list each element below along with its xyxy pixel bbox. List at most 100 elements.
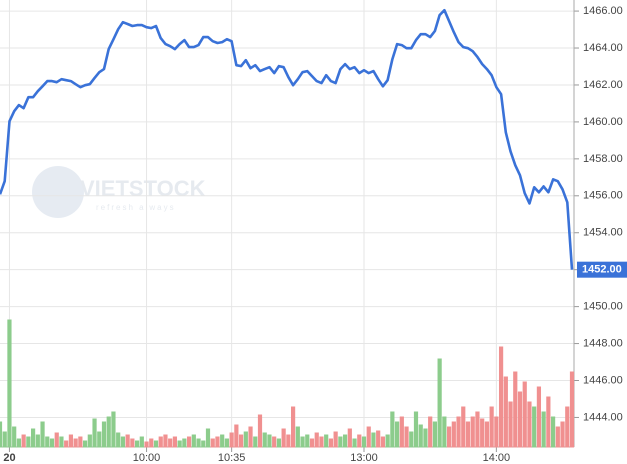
- volume-bar: [409, 431, 414, 448]
- volume-bar: [550, 416, 556, 448]
- volume-bar: [342, 434, 348, 448]
- volume-bar: [536, 386, 542, 448]
- y-tick-label: 1446.00: [583, 374, 623, 386]
- volume-bar: [73, 438, 78, 448]
- y-tick-label: 1448.00: [583, 337, 623, 349]
- x-tick-label: 20: [3, 452, 15, 464]
- y-tick-label: 1444.00: [583, 411, 623, 423]
- volume-bar: [201, 440, 206, 448]
- volume-bar: [569, 371, 575, 448]
- volume-bar: [555, 426, 560, 448]
- volume-bar: [168, 438, 173, 448]
- volume-bar: [480, 418, 485, 448]
- volume-bar: [97, 431, 102, 448]
- volume-bar: [295, 426, 300, 448]
- volume-bar: [314, 432, 319, 448]
- volume-bar: [470, 416, 475, 448]
- volume-bar: [347, 428, 352, 448]
- volume-bar: [0, 421, 3, 448]
- last-price-box: [577, 261, 627, 278]
- volume-bar: [257, 414, 263, 448]
- volume-bar: [267, 434, 272, 448]
- volume-bar: [272, 436, 277, 448]
- volume-bar: [328, 438, 334, 448]
- volume-bar: [78, 436, 83, 448]
- price-line: [0, 8, 574, 270]
- volume-bar: [172, 436, 178, 448]
- volume-bar: [64, 440, 69, 448]
- volume-bar: [158, 436, 163, 448]
- volume-bar: [390, 411, 395, 448]
- volume-bar: [319, 436, 324, 448]
- volume-bar: [82, 440, 88, 448]
- volume-bar: [309, 438, 315, 448]
- watermark-logo: [32, 166, 84, 218]
- volume-bar: [134, 440, 140, 448]
- x-tick-label: 10:35: [218, 452, 246, 464]
- volume-bar: [49, 438, 55, 448]
- x-tick-label: 10:00: [133, 452, 161, 464]
- y-tick-label: 1450.00: [583, 301, 623, 313]
- volume-bar: [196, 438, 201, 448]
- volume-bar: [68, 434, 74, 448]
- y-tick-label: 1458.00: [583, 153, 623, 165]
- volume-bar: [205, 428, 211, 448]
- volume-bar: [380, 436, 386, 448]
- volume-bar: [465, 421, 471, 448]
- volume-bar: [21, 434, 26, 448]
- volume-bar: [220, 434, 225, 448]
- volume-bar: [87, 434, 92, 448]
- volume-bar: [371, 432, 376, 448]
- volume-bar: [224, 438, 230, 448]
- volume-bar: [92, 418, 97, 448]
- volume-bar: [446, 426, 452, 448]
- volume-bar: [276, 438, 282, 448]
- volume-bar: [229, 432, 234, 448]
- volume-bar: [153, 440, 159, 448]
- volume-bar: [522, 381, 527, 448]
- volume-bar: [262, 432, 267, 448]
- volume-bar: [7, 319, 12, 448]
- volume-bar: [59, 436, 64, 448]
- volume-bar: [565, 406, 570, 448]
- y-tick-label: 1466.00: [583, 5, 623, 17]
- volume-bar: [215, 436, 220, 448]
- volume-bar: [163, 434, 168, 448]
- volume-bar: [508, 401, 513, 448]
- volume-bar: [125, 434, 130, 448]
- volume-bar: [338, 436, 343, 448]
- volume-bar: [300, 436, 305, 448]
- volume-bar: [35, 434, 40, 448]
- volume-bar: [399, 416, 404, 448]
- volume-bar: [177, 440, 182, 448]
- volume-bar: [106, 416, 111, 448]
- volume-bar: [442, 416, 447, 448]
- x-tick-label: 13:00: [350, 452, 378, 464]
- volume-bar: [111, 411, 116, 448]
- volume-bar: [461, 406, 466, 448]
- volume-bar: [404, 426, 409, 448]
- volume-bar: [281, 428, 286, 448]
- volume-bar: [45, 436, 50, 448]
- volume-bar: [527, 401, 532, 448]
- volume-bar: [366, 426, 371, 448]
- volume-bar: [243, 431, 248, 448]
- volume-bar: [437, 358, 442, 448]
- volume-bar: [494, 416, 499, 448]
- volume-bar: [210, 438, 215, 448]
- volume-bar: [290, 406, 296, 448]
- volume-bar: [40, 421, 45, 448]
- volume-bar: [361, 436, 367, 448]
- volume-bar: [456, 416, 461, 448]
- volume-bar: [120, 436, 126, 448]
- volume-bar: [423, 428, 428, 448]
- volume-bar: [54, 432, 59, 448]
- volume-bar: [30, 428, 36, 448]
- volume-bar: [16, 438, 22, 448]
- watermark-title: VIETSTOCK: [80, 176, 206, 201]
- volume-bar: [498, 346, 504, 448]
- volume-bar: [503, 376, 508, 448]
- volume-bar: [2, 431, 7, 448]
- volume-bar: [560, 421, 565, 448]
